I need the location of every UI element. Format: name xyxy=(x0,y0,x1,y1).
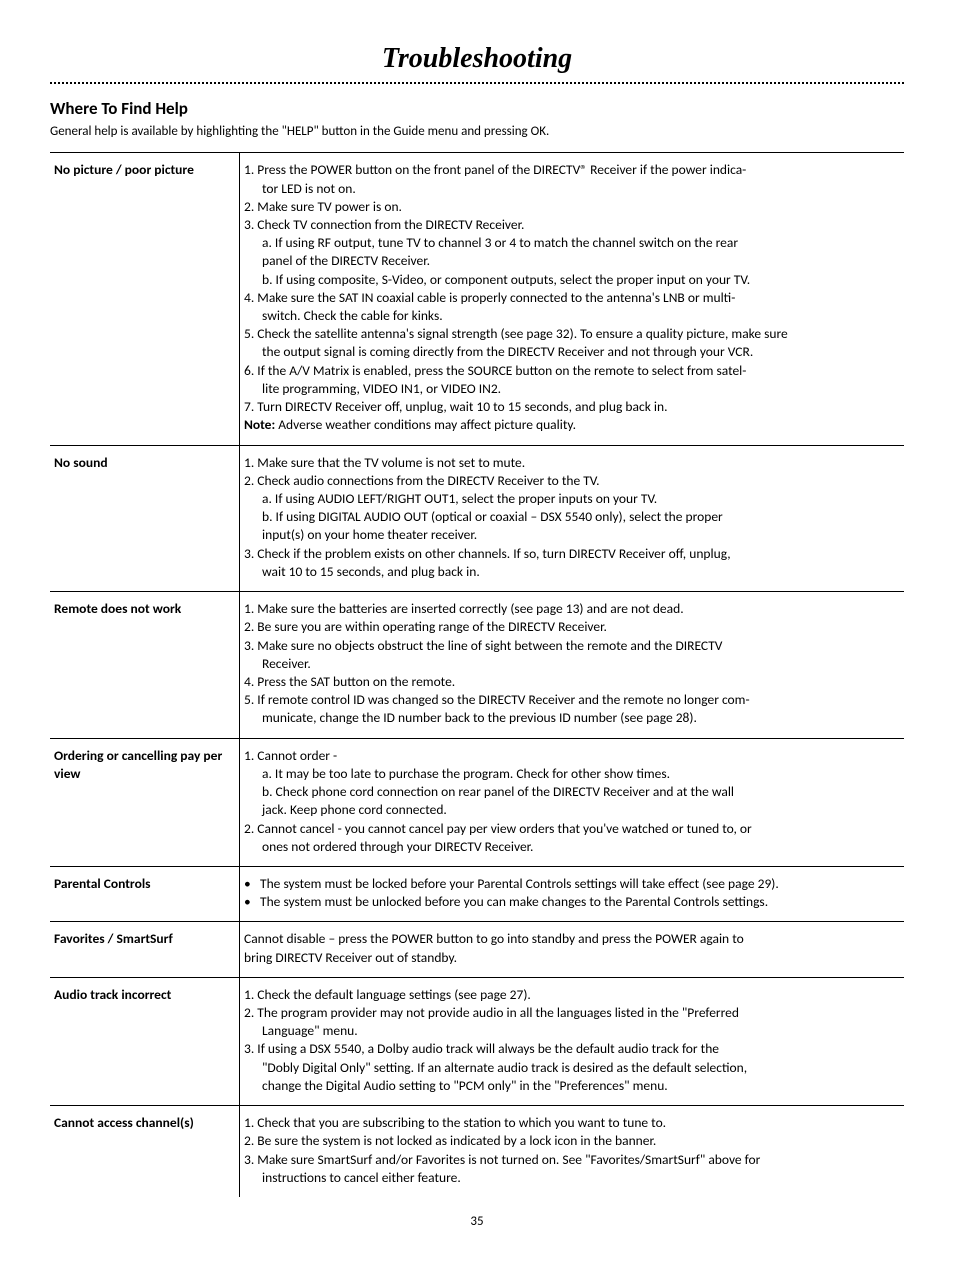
page-title: Troubleshooting xyxy=(50,40,904,78)
solution-line: 2. The program provider may not provide … xyxy=(244,1004,894,1022)
solution-cell: 1. Check that you are subscribing to the… xyxy=(240,1106,905,1197)
table-row: Ordering or cancelling pay per view1. Ca… xyxy=(50,738,904,866)
solution-cell: 1. Make sure the batteries are inserted … xyxy=(240,592,905,739)
table-row: Favorites / SmartSurfCannot disable – pr… xyxy=(50,922,904,977)
solution-line: 5. If remote control ID was changed so t… xyxy=(244,691,894,709)
issue-cell: Favorites / SmartSurf xyxy=(50,922,240,977)
solution-line: 3. If using a DSX 5540, a Dolby audio tr… xyxy=(244,1040,894,1058)
solution-line: Language" menu. xyxy=(244,1022,894,1040)
solution-line: bring DIRECTV Receiver out of standby. xyxy=(244,949,894,967)
issue-cell: Ordering or cancelling pay per view xyxy=(50,738,240,866)
bullet-item: •The system must be locked before your P… xyxy=(244,875,894,893)
solution-line: input(s) on your home theater receiver. xyxy=(244,526,894,544)
solution-cell: •The system must be locked before your P… xyxy=(240,866,905,921)
solution-line: Receiver. xyxy=(244,655,894,673)
solution-line: 2. Be sure the system is not locked as i… xyxy=(244,1132,894,1150)
table-row: Remote does not work1. Make sure the bat… xyxy=(50,592,904,739)
solution-line: 2. Cannot cancel - you cannot cancel pay… xyxy=(244,820,894,838)
solution-line: 3. Make sure SmartSurf and/or Favorites … xyxy=(244,1151,894,1169)
solution-line: a. If using AUDIO LEFT/RIGHT OUT1, selec… xyxy=(244,490,894,508)
solution-cell: 1. Press the POWER button on the front p… xyxy=(240,153,905,445)
issue-cell: Cannot access channel(s) xyxy=(50,1106,240,1197)
solution-line: 4. Press the SAT button on the remote. xyxy=(244,673,894,691)
issue-cell: No sound xyxy=(50,445,240,592)
solution-line: 5. Check the satellite antenna's signal … xyxy=(244,325,894,343)
table-row: No sound1. Make sure that the TV volume … xyxy=(50,445,904,592)
page-number: 35 xyxy=(50,1213,904,1231)
solution-line: a. It may be too late to purchase the pr… xyxy=(244,765,894,783)
solution-line: 3. Check if the problem exists on other … xyxy=(244,545,894,563)
solution-line: tor LED is not on. xyxy=(244,180,894,198)
solution-line: 1. Check that you are subscribing to the… xyxy=(244,1114,894,1132)
solution-line: jack. Keep phone cord connected. xyxy=(244,801,894,819)
solution-line: 1. Check the default language settings (… xyxy=(244,986,894,1004)
solution-line: a. If using RF output, tune TV to channe… xyxy=(244,234,894,252)
solution-line: 2. Be sure you are within operating rang… xyxy=(244,618,894,636)
solution-line: panel of the DIRECTV Receiver. xyxy=(244,252,894,270)
solution-line: ones not ordered through your DIRECTV Re… xyxy=(244,838,894,856)
solution-line: municate, change the ID number back to t… xyxy=(244,709,894,727)
solution-line: 1. Press the POWER button on the front p… xyxy=(244,161,894,179)
solution-line: 1. Make sure that the TV volume is not s… xyxy=(244,454,894,472)
issue-cell: Audio track incorrect xyxy=(50,977,240,1105)
solution-line: 2. Check audio connections from the DIRE… xyxy=(244,472,894,490)
solution-line: "Dobly Digital Only" setting. If an alte… xyxy=(244,1059,894,1077)
divider-dotted xyxy=(50,82,904,84)
issue-cell: Remote does not work xyxy=(50,592,240,739)
issue-cell: No picture / poor picture xyxy=(50,153,240,445)
table-row: Cannot access channel(s)1. Check that yo… xyxy=(50,1106,904,1197)
solution-cell: Cannot disable – press the POWER button … xyxy=(240,922,905,977)
solution-line: 4. Make sure the SAT IN coaxial cable is… xyxy=(244,289,894,307)
solution-line: 1. Cannot order - xyxy=(244,747,894,765)
solution-cell: 1. Make sure that the TV volume is not s… xyxy=(240,445,905,592)
solution-line: 6. If the A/V Matrix is enabled, press t… xyxy=(244,362,894,380)
solution-line: 3. Check TV connection from the DIRECTV … xyxy=(244,216,894,234)
solution-line: b. Check phone cord connection on rear p… xyxy=(244,783,894,801)
solution-line: Note: Adverse weather conditions may aff… xyxy=(244,416,894,434)
solution-line: wait 10 to 15 seconds, and plug back in. xyxy=(244,563,894,581)
solution-line: lite programming, VIDEO IN1, or VIDEO IN… xyxy=(244,380,894,398)
troubleshooting-table: No picture / poor picture1. Press the PO… xyxy=(50,152,904,1197)
table-row: Audio track incorrect1. Check the defaul… xyxy=(50,977,904,1105)
table-row: No picture / poor picture1. Press the PO… xyxy=(50,153,904,445)
solution-line: switch. Check the cable for kinks. xyxy=(244,307,894,325)
section-heading: Where To Find Help xyxy=(50,98,904,121)
solution-line: 3. Make sure no objects obstruct the lin… xyxy=(244,637,894,655)
solution-line: the output signal is coming directly fro… xyxy=(244,343,894,361)
solution-line: b. If using composite, S-Video, or compo… xyxy=(244,271,894,289)
solution-line: instructions to cancel either feature. xyxy=(244,1169,894,1187)
solution-line: 7. Turn DIRECTV Receiver off, unplug, wa… xyxy=(244,398,894,416)
issue-cell: Parental Controls xyxy=(50,866,240,921)
section-subtext: General help is available by highlightin… xyxy=(50,123,904,141)
solution-line: 2. Make sure TV power is on. xyxy=(244,198,894,216)
solution-line: b. If using DIGITAL AUDIO OUT (optical o… xyxy=(244,508,894,526)
solution-cell: 1. Check the default language settings (… xyxy=(240,977,905,1105)
solution-line: change the Digital Audio setting to "PCM… xyxy=(244,1077,894,1095)
solution-line: Cannot disable – press the POWER button … xyxy=(244,930,894,948)
solution-cell: 1. Cannot order -a. It may be too late t… xyxy=(240,738,905,866)
solution-line: 1. Make sure the batteries are inserted … xyxy=(244,600,894,618)
bullet-item: •The system must be unlocked before you … xyxy=(244,893,894,911)
table-row: Parental Controls•The system must be loc… xyxy=(50,866,904,921)
